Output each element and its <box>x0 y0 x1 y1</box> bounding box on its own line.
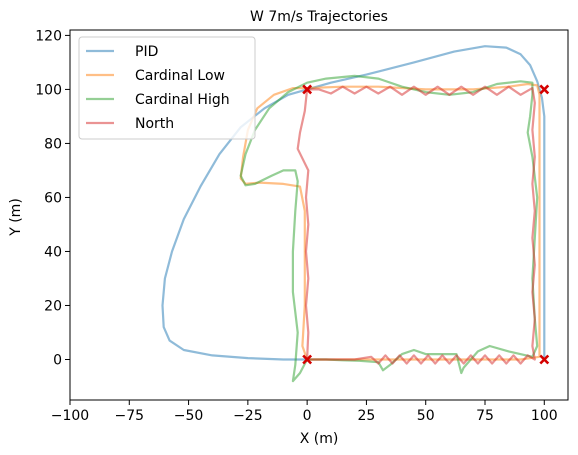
y-tick-label: 80 <box>44 136 62 152</box>
y-tick-label: 120 <box>35 28 62 44</box>
waypoint-marker <box>302 354 313 365</box>
x-axis-ticks: −100 −75 −50 −25 0 25 50 75 100 <box>51 400 558 424</box>
x-tick-label: 75 <box>476 408 494 424</box>
legend-label-cardinal-low: Cardinal Low <box>135 68 225 84</box>
x-tick-label: −50 <box>174 408 204 424</box>
y-tick-label: 20 <box>44 298 62 314</box>
legend-label-north: North <box>135 116 174 132</box>
x-axis-label: X (m) <box>300 431 339 447</box>
y-axis-label: Y (m) <box>8 198 24 237</box>
waypoint-marker <box>539 84 550 95</box>
legend: PID Cardinal Low Cardinal High North <box>78 36 256 140</box>
legend-label-cardinal-high: Cardinal High <box>135 92 230 108</box>
series-line-cardinal-high <box>239 74 539 383</box>
series-line-pid <box>161 45 546 361</box>
series-layer <box>161 45 546 383</box>
y-tick-label: 100 <box>35 82 62 98</box>
y-tick-label: 60 <box>44 190 62 206</box>
waypoint-layer <box>302 84 550 365</box>
waypoint-marker <box>539 354 550 365</box>
x-tick-label: 100 <box>531 408 558 424</box>
x-tick-label: −25 <box>233 408 263 424</box>
x-tick-label: 25 <box>358 408 376 424</box>
waypoint-marker <box>302 84 313 95</box>
x-tick-label: −75 <box>115 408 145 424</box>
x-tick-label: 50 <box>417 408 435 424</box>
y-axis-ticks: 0 20 40 60 80 100 120 <box>35 28 70 368</box>
legend-items: PID Cardinal Low Cardinal High North <box>86 44 230 132</box>
x-tick-label: 0 <box>303 408 312 424</box>
series-line-north <box>296 85 536 365</box>
y-tick-label: 0 <box>53 352 62 368</box>
chart-title: W 7m/s Trajectories <box>250 9 388 25</box>
series-line-cardinal-low <box>239 82 541 361</box>
x-tick-label: −100 <box>51 408 89 424</box>
y-tick-label: 40 <box>44 244 62 260</box>
plot-frame <box>69 29 569 401</box>
legend-label-pid: PID <box>135 44 158 60</box>
legend-box <box>78 36 256 140</box>
